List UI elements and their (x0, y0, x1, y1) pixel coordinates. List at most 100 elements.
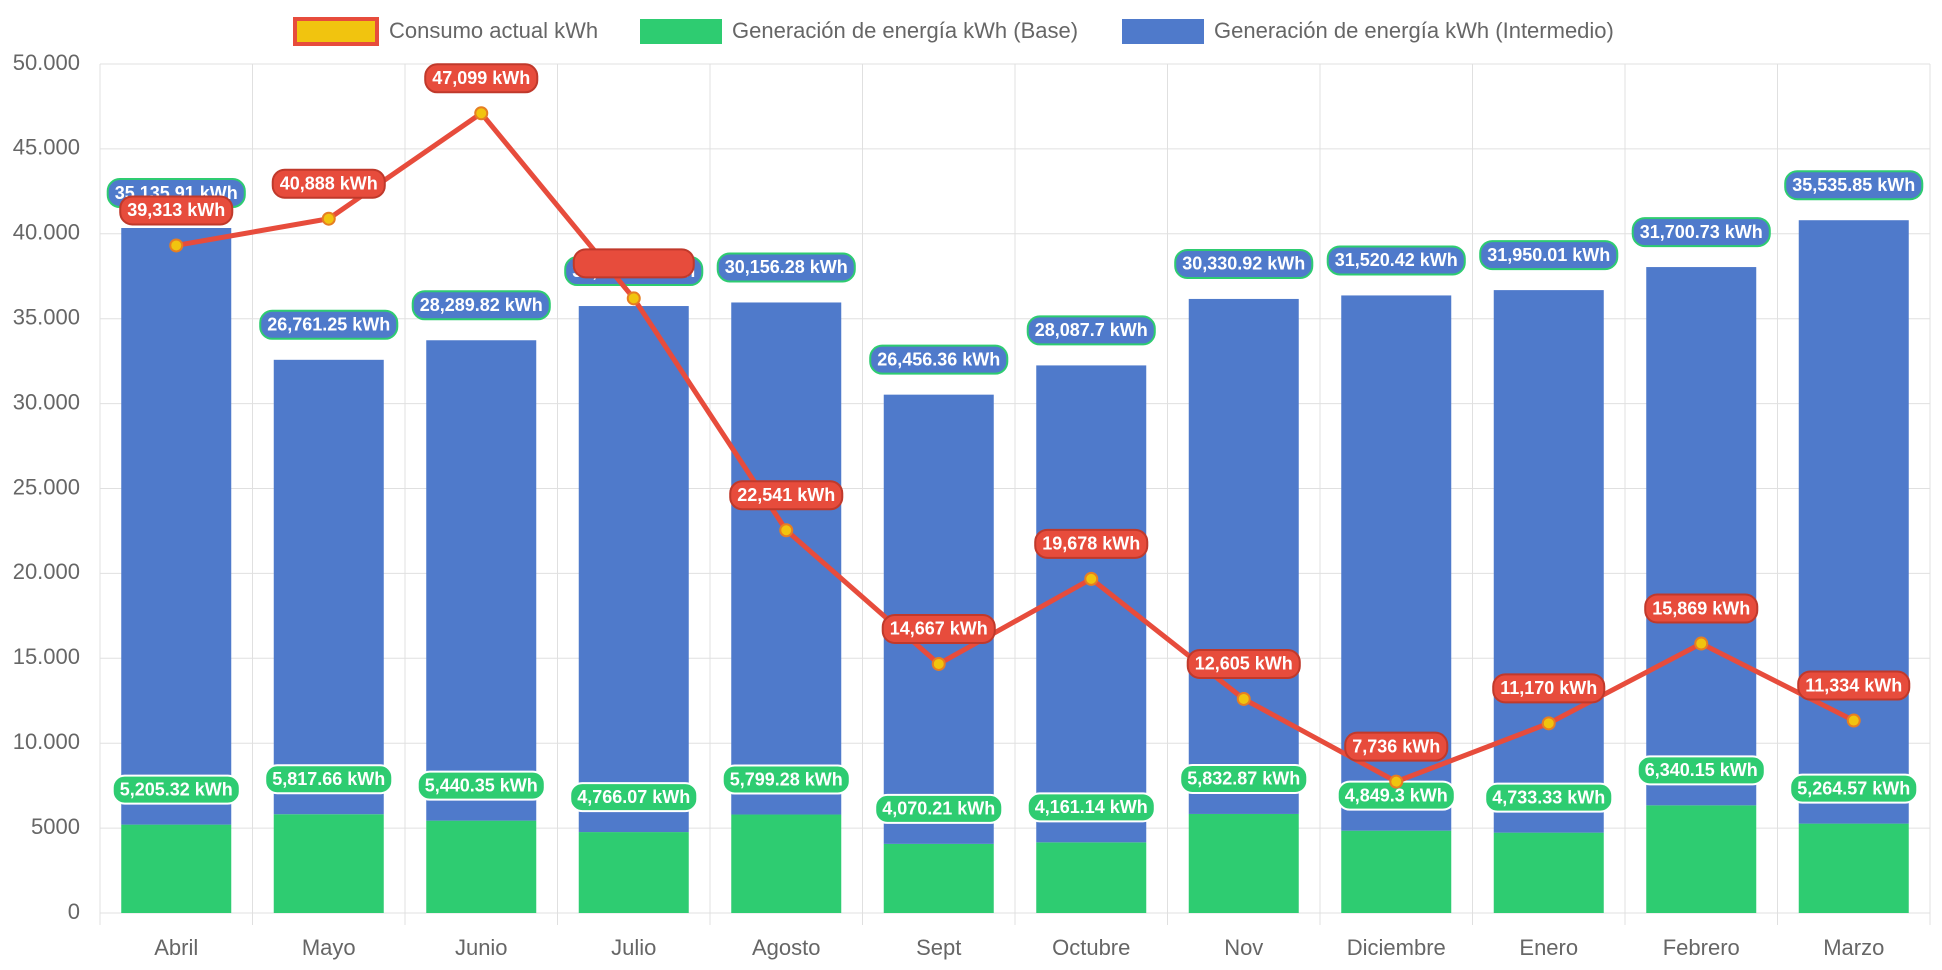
y-tick-label: 40.000 (13, 220, 80, 245)
data-label-text: 6,340.15 kWh (1645, 760, 1758, 780)
data-label-text: 7,736 kWh (1352, 736, 1440, 756)
data-label-box (729, 480, 844, 511)
data-label-text: 31,700.73 kWh (1640, 222, 1763, 242)
bar (883, 843, 994, 913)
y-tick-label: 15.000 (13, 644, 80, 669)
data-label-text: 4,849.3 kWh (1345, 785, 1448, 805)
bar (731, 302, 842, 815)
y-tick-label: 25.000 (13, 474, 80, 499)
data-label: 5,799.28 kWh (721, 764, 851, 795)
line-point (1236, 691, 1251, 706)
data-label-box (881, 613, 996, 644)
line-point (1846, 713, 1861, 728)
data-label-box (1644, 593, 1759, 624)
line-point (1541, 716, 1556, 731)
data-label-box (1631, 217, 1771, 248)
data-label-text: 11,334 kWh (1805, 675, 1902, 695)
data-label: 4,849.3 kWh (1336, 780, 1456, 811)
legend-swatch (293, 17, 379, 46)
line-point (1084, 571, 1099, 586)
data-label-text: 39,313 kWh (127, 200, 225, 220)
data-label-text: 4,766.07 kWh (577, 787, 690, 807)
data-label-text: 12,605 kWh (1195, 654, 1293, 674)
data-label-text: 31,950.01 kWh (1487, 245, 1610, 265)
legend-swatch (640, 19, 722, 44)
data-label-text: 28,289.82 kWh (420, 295, 543, 315)
data-label-box (1636, 755, 1766, 786)
data-label: 5,205.32 kWh (111, 774, 241, 805)
data-label-text: 4,070.21 kWh (882, 799, 995, 819)
legend-label: Generación de energía kWh (Base) (732, 18, 1078, 43)
y-tick-label: 5000 (31, 814, 80, 839)
data-label-box (716, 252, 856, 283)
data-label-text: 5,205.32 kWh (120, 779, 233, 799)
y-tick-label: 20.000 (13, 559, 80, 584)
data-label: 47,099 kWh (424, 63, 539, 94)
bar (1798, 823, 1909, 913)
bar (121, 824, 232, 913)
line-point (779, 523, 794, 538)
line-point (626, 291, 641, 306)
data-label-text: 4,161.14 kWh (1035, 797, 1148, 817)
data-label: 28,087.7 kWh (1026, 315, 1156, 346)
line-point (1389, 774, 1404, 789)
y-tick-label: 10.000 (13, 729, 80, 754)
bar (1036, 842, 1147, 913)
bar (1188, 813, 1299, 913)
line-point (169, 238, 184, 253)
bar (1341, 830, 1452, 913)
y-tick-label: 45.000 (13, 135, 80, 160)
data-label (572, 248, 695, 279)
bar (426, 340, 537, 821)
data-label-text: 31,520.42 kWh (1335, 250, 1458, 270)
data-label-box (721, 764, 851, 795)
data-label-box (416, 770, 546, 801)
data-label-box (1797, 670, 1911, 701)
data-label-text: 19,678 kWh (1042, 534, 1140, 554)
legend-label: Generación de energía kWh (Intermedio) (1214, 18, 1614, 43)
data-label: 26,761.25 kWh (259, 309, 399, 340)
data-label-box (1326, 245, 1466, 276)
data-label: 7,736 kWh (1344, 731, 1449, 762)
data-label-box (1179, 763, 1309, 794)
bar (273, 359, 384, 815)
data-label: 4,161.14 kWh (1026, 792, 1156, 823)
legend-swatch (1122, 19, 1204, 44)
data-label: 31,700.73 kWh (1631, 217, 1771, 248)
data-label: 4,766.07 kWh (569, 782, 699, 813)
bar (578, 306, 689, 833)
x-tick-label: Julio (611, 935, 656, 960)
x-tick-label: Abril (154, 935, 198, 960)
x-tick-label: Enero (1519, 935, 1578, 960)
x-tick-label: Marzo (1823, 935, 1884, 960)
data-label-box (1344, 731, 1449, 762)
data-label-text: 30,330.92 kWh (1182, 254, 1305, 274)
data-label: 6,340.15 kWh (1636, 755, 1766, 786)
data-label-text: 30,156.28 kWh (725, 257, 848, 277)
data-label: 30,330.92 kWh (1174, 248, 1314, 279)
x-tick-label: Junio (455, 935, 508, 960)
data-label-box (1034, 528, 1149, 559)
data-label-text: 5,440.35 kWh (425, 775, 538, 795)
y-tick-label: 50.000 (13, 50, 80, 75)
data-label: 31,520.42 kWh (1326, 245, 1466, 276)
data-label-text: 5,832.87 kWh (1187, 769, 1300, 789)
data-label: 4,070.21 kWh (874, 793, 1004, 824)
line-point (321, 211, 336, 226)
data-label: 39,313 kWh (119, 195, 234, 226)
bar (1036, 365, 1147, 843)
data-label: 26,456.36 kWh (869, 344, 1009, 375)
line-point (474, 106, 489, 121)
bar (121, 228, 232, 825)
data-label-text: 11,170 kWh (1500, 678, 1597, 698)
data-label: 11,334 kWh (1797, 670, 1911, 701)
data-label-text: 26,456.36 kWh (877, 349, 1000, 369)
data-label-text: 26,761.25 kWh (267, 315, 390, 335)
bar (1493, 832, 1604, 913)
x-tick-label: Agosto (752, 935, 821, 960)
data-label: 5,440.35 kWh (416, 770, 546, 801)
data-label-box (1026, 792, 1156, 823)
line (175, 109, 1855, 785)
data-label: 4,733.33 kWh (1484, 782, 1614, 813)
